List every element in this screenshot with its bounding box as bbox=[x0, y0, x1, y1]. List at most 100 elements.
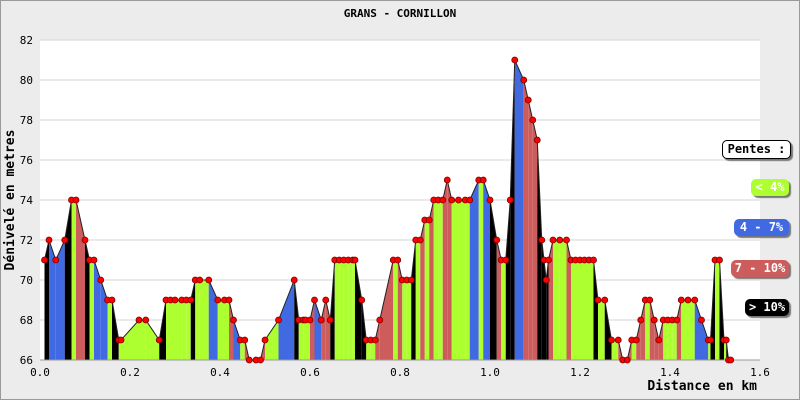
data-point bbox=[90, 256, 98, 264]
slope-segment bbox=[85, 240, 90, 360]
slope-segment bbox=[166, 300, 171, 360]
slope-segment bbox=[645, 300, 650, 360]
slope-segment bbox=[559, 240, 567, 360]
data-point bbox=[698, 316, 705, 324]
slope-segment bbox=[575, 260, 580, 360]
slope-segment bbox=[240, 340, 245, 360]
x-tick-label: 0.0 bbox=[30, 366, 50, 379]
legend-entry-7-10: 7 - 10% bbox=[731, 260, 789, 277]
slope-segment bbox=[604, 300, 612, 360]
data-point bbox=[257, 356, 264, 364]
slope-segment bbox=[451, 200, 459, 360]
slope-segment bbox=[366, 340, 371, 360]
data-point bbox=[261, 336, 269, 344]
data-point bbox=[533, 136, 541, 144]
slope-segment bbox=[303, 320, 306, 360]
slope-segment bbox=[593, 260, 598, 360]
data-point bbox=[493, 236, 501, 244]
data-point bbox=[646, 296, 654, 304]
data-point bbox=[351, 256, 359, 264]
data-point bbox=[650, 316, 658, 324]
data-point bbox=[691, 296, 699, 304]
x-tick-label: 1.0 bbox=[480, 366, 500, 379]
data-point bbox=[722, 336, 730, 344]
x-tick-label: 1.4 bbox=[660, 366, 680, 379]
slope-segment bbox=[501, 260, 506, 360]
slope-segment bbox=[181, 300, 187, 360]
data-point bbox=[306, 316, 314, 324]
slope-segment bbox=[544, 260, 547, 360]
slope-segment bbox=[339, 260, 344, 360]
slope-segment bbox=[478, 180, 484, 360]
slope-segment bbox=[458, 200, 466, 360]
data-point bbox=[61, 236, 69, 244]
y-tick-label: 70 bbox=[20, 274, 33, 287]
slope-segment bbox=[159, 300, 166, 360]
y-tick-label: 68 bbox=[20, 314, 33, 327]
data-point bbox=[205, 276, 213, 284]
x-axis-label: Distance en km bbox=[647, 379, 757, 394]
slope-segment bbox=[139, 320, 146, 360]
slope-segment bbox=[424, 220, 430, 360]
slope-segment bbox=[663, 320, 668, 360]
slope-segment bbox=[44, 240, 49, 360]
data-point bbox=[443, 176, 451, 184]
slope-segment bbox=[672, 320, 677, 360]
slope-segment bbox=[107, 300, 112, 360]
data-point bbox=[425, 216, 433, 224]
slope-segment bbox=[343, 260, 349, 360]
slope-segment bbox=[175, 300, 182, 360]
y-axis-label: Dénivelé en metres bbox=[3, 130, 18, 271]
data-point bbox=[529, 116, 537, 124]
slope-segment bbox=[361, 300, 367, 360]
data-point bbox=[623, 356, 631, 364]
data-point bbox=[117, 336, 125, 344]
slope-segment bbox=[112, 300, 119, 360]
data-point bbox=[673, 316, 681, 324]
slope-segment bbox=[580, 260, 585, 360]
slope-segment bbox=[402, 280, 407, 360]
slope-segment bbox=[532, 120, 538, 360]
slope-segment bbox=[121, 320, 139, 360]
slope-segment bbox=[305, 320, 310, 360]
slope-segment bbox=[584, 260, 589, 360]
y-tick-label: 66 bbox=[20, 354, 33, 367]
x-tick-label: 0.6 bbox=[300, 366, 320, 379]
slope-segment bbox=[708, 340, 711, 360]
slope-segment bbox=[379, 260, 394, 360]
slope-segment bbox=[553, 240, 560, 360]
slope-segment bbox=[528, 100, 533, 360]
data-point bbox=[486, 196, 494, 204]
data-point bbox=[727, 356, 735, 364]
slope-segment bbox=[631, 340, 637, 360]
data-points bbox=[41, 56, 735, 364]
data-point bbox=[479, 176, 487, 184]
slope-segment bbox=[589, 260, 594, 360]
slope-segment bbox=[224, 300, 229, 360]
data-point bbox=[524, 96, 532, 104]
slope-segment bbox=[217, 300, 225, 360]
slope-segment bbox=[688, 300, 695, 360]
data-point bbox=[97, 276, 105, 284]
data-point bbox=[81, 236, 89, 244]
y-tick-label: 80 bbox=[20, 74, 33, 87]
slope-segment bbox=[118, 340, 121, 360]
slope-segment bbox=[724, 340, 727, 360]
slope-segment bbox=[611, 340, 619, 360]
data-point bbox=[135, 316, 143, 324]
data-point bbox=[230, 316, 237, 324]
slope-segment bbox=[397, 260, 403, 360]
data-point bbox=[608, 336, 615, 344]
slope-segment bbox=[71, 200, 76, 360]
data-point bbox=[275, 316, 282, 324]
slope-segment bbox=[170, 300, 175, 360]
data-point bbox=[594, 296, 602, 304]
data-point bbox=[590, 256, 597, 264]
slope-segment bbox=[49, 240, 56, 360]
data-point bbox=[45, 236, 53, 244]
slope-segment bbox=[433, 200, 439, 360]
data-point bbox=[549, 236, 557, 244]
data-point bbox=[290, 276, 298, 284]
slope-segment bbox=[145, 320, 160, 360]
data-point bbox=[72, 196, 80, 204]
